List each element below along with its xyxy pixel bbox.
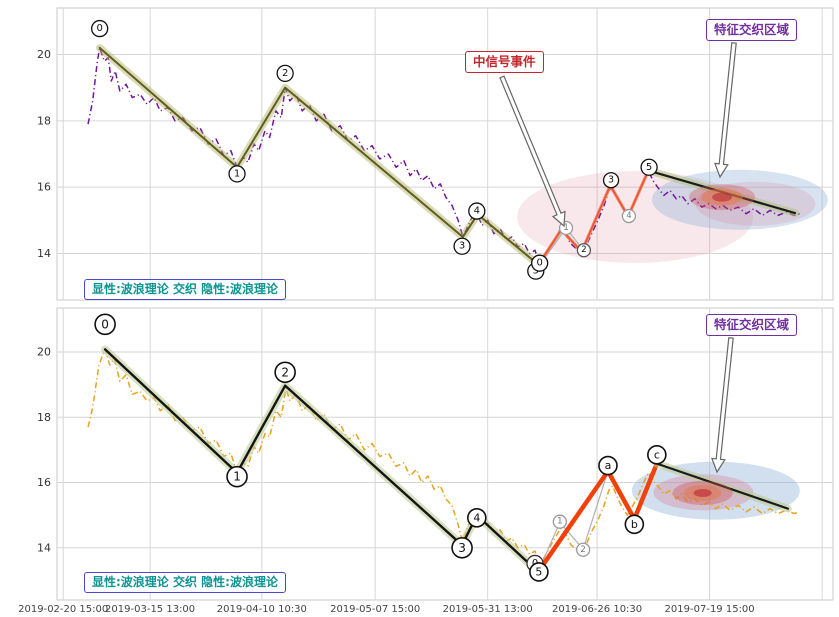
wave-marker-circle [276, 64, 294, 83]
wave-marker-label: 4 [474, 206, 480, 217]
y-tick-label: 14 [37, 247, 51, 260]
wave-marker-label: b [631, 518, 638, 531]
wave-line-explicit-wave [103, 348, 540, 574]
y-tick-label: 18 [37, 114, 51, 127]
wave-line-signal-wave [535, 461, 660, 575]
x-tick-label: 2019-06-26 10:30 [552, 604, 642, 615]
plot-area [56, 7, 834, 301]
annotation-arrow [711, 337, 734, 474]
explicit-hidden-theory-label-top: 显性:波浪理论 交织 隐性:波浪理论 [84, 279, 286, 300]
plot-area [56, 307, 834, 601]
wave-marker-circle [226, 465, 248, 488]
wave-marker-circle [647, 445, 667, 465]
y-tick-label: 18 [37, 411, 51, 424]
wave-line-post-wave [655, 462, 790, 510]
wave-marker-circle [468, 202, 486, 220]
wave-line-core-signal-wave [537, 170, 649, 266]
wave-marker-label: 5 [533, 266, 539, 277]
x-tick-label: 2019-04-10 10:30 [217, 604, 307, 615]
price-line [87, 47, 800, 266]
wave-marker-label: 3 [608, 175, 614, 186]
y-tick-label: 16 [37, 181, 51, 194]
wave-marker-label: 0 [536, 258, 542, 269]
bottom-chart: 14161820012340512abc [37, 307, 834, 601]
wave-marker-circle [575, 542, 591, 557]
wave-marker-label: 1 [233, 470, 241, 484]
wave-marker-label: 4 [626, 211, 631, 221]
x-tick-label: 2019-05-07 15:00 [330, 604, 420, 615]
weave-density-ring [693, 488, 712, 497]
wave-marker-circle [467, 507, 487, 528]
wave-marker-circle [602, 172, 620, 189]
wave-marker-label: 0 [101, 317, 109, 331]
wave-marker-label: 3 [458, 541, 466, 555]
wave-marker-label: 5 [646, 162, 652, 173]
wave-marker-circle [228, 165, 246, 183]
wave-marker-label: 3 [459, 241, 465, 252]
wave-marker-label: 1 [563, 223, 568, 233]
signal-event-label: 中信号事件 [465, 51, 544, 73]
x-tick-label: 2019-07-19 15:00 [665, 604, 755, 615]
wave-marker-circle [552, 514, 567, 529]
x-tick-label: 2019-03-15 13:00 [105, 604, 195, 615]
y-tick-label: 14 [37, 541, 51, 554]
y-tick-label: 16 [37, 476, 51, 489]
wave-marker-circle [451, 536, 473, 559]
x-tick-label: 2019-02-20 15:00 [18, 604, 108, 615]
wave-marker-label: 1 [234, 168, 240, 179]
y-tick-label: 20 [37, 346, 51, 359]
wave-marker-label: 2 [580, 545, 585, 555]
wave-marker-circle [529, 562, 549, 582]
wave-marker-circle [91, 19, 109, 38]
annotation-arrow [499, 75, 566, 228]
wave-marker-label: c [654, 448, 660, 461]
wave-marker-circle [576, 243, 592, 258]
wave-marker-label: a [605, 459, 612, 472]
wave-marker-circle [624, 514, 645, 535]
wave-marker-label: 2 [581, 245, 586, 255]
feature-weave-region-label-bottom: 特征交织区域 [706, 314, 798, 336]
wave-marker-circle [640, 158, 658, 176]
wave-marker-circle [453, 237, 471, 255]
wave-markers: 012340512abc [94, 313, 667, 582]
annotation-arrow [714, 42, 737, 179]
wave-marker-circle [621, 208, 637, 224]
wave-marker-circle [531, 254, 549, 272]
wave-marker-circle [274, 361, 296, 384]
wave-marker-label: 1 [557, 517, 562, 527]
wave-marker-circle [94, 313, 116, 336]
x-tick-label: 2019-05-31 13:00 [443, 604, 533, 615]
wave-line-explicit-wave [98, 46, 540, 266]
wave-marker-label: 2 [281, 365, 289, 379]
wave-marker-circle [598, 455, 618, 476]
wave-marker-label: 5 [535, 565, 542, 578]
wave-marker-label: 2 [282, 68, 288, 79]
feature-weave-region-label-top: 特征交织区域 [706, 19, 798, 41]
wave-marker-label: 0 [96, 23, 102, 34]
wave-line-hidden-wave [537, 470, 609, 573]
y-tick-label: 20 [37, 48, 51, 61]
weave-density-ring [712, 192, 733, 202]
explicit-hidden-theory-label-bottom: 显性:波浪理论 交织 隐性:波浪理论 [84, 572, 286, 593]
wave-marker-label: 4 [473, 511, 480, 524]
